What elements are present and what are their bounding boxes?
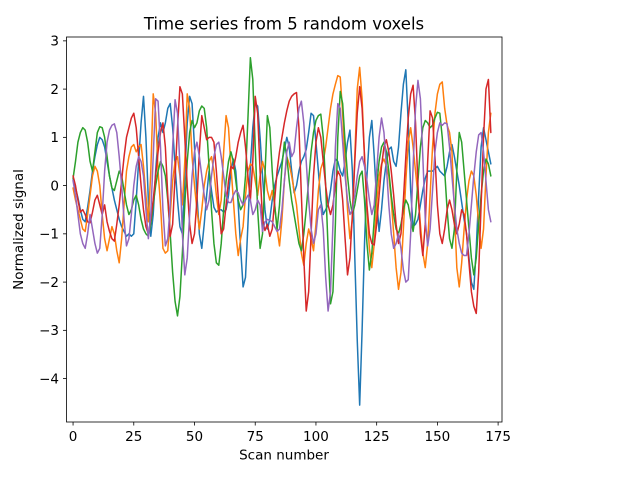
y-tick-label: −3 bbox=[39, 323, 59, 339]
y-axis-label: Normalized signal bbox=[11, 169, 27, 290]
series-line-voxel-3 bbox=[72, 57, 492, 317]
x-axis-ticks: 0 25 50 75 100 125 150 175 bbox=[69, 422, 511, 445]
y-axis-ticks: 3 2 1 0 −1 −2 −3 −4 bbox=[39, 34, 67, 387]
series-line-voxel-5 bbox=[72, 79, 492, 312]
x-tick-label: 100 bbox=[303, 429, 329, 445]
y-tick-label: 2 bbox=[50, 82, 59, 98]
x-tick-label: 125 bbox=[364, 429, 390, 445]
y-tick-label: 1 bbox=[50, 130, 59, 146]
series-line-voxel-2 bbox=[72, 66, 492, 291]
y-tick-label: 3 bbox=[50, 34, 59, 50]
y-tick-label: 0 bbox=[50, 178, 59, 194]
x-tick-label: 0 bbox=[69, 429, 78, 445]
x-tick-label: 150 bbox=[425, 429, 451, 445]
axes-frame bbox=[66, 36, 503, 423]
x-tick-label: 25 bbox=[125, 429, 142, 445]
x-tick-label: 175 bbox=[485, 429, 511, 445]
y-tick-label: −2 bbox=[39, 275, 59, 291]
y-tick-label: −1 bbox=[39, 227, 59, 243]
y-tick-label: −4 bbox=[39, 371, 59, 387]
series-lines bbox=[72, 57, 492, 406]
x-axis-label: Scan number bbox=[239, 448, 329, 464]
x-tick-label: 75 bbox=[247, 429, 264, 445]
plot-title: Time series from 5 random voxels bbox=[143, 15, 424, 34]
series-line-voxel-4 bbox=[72, 78, 492, 315]
x-tick-label: 50 bbox=[186, 429, 203, 445]
